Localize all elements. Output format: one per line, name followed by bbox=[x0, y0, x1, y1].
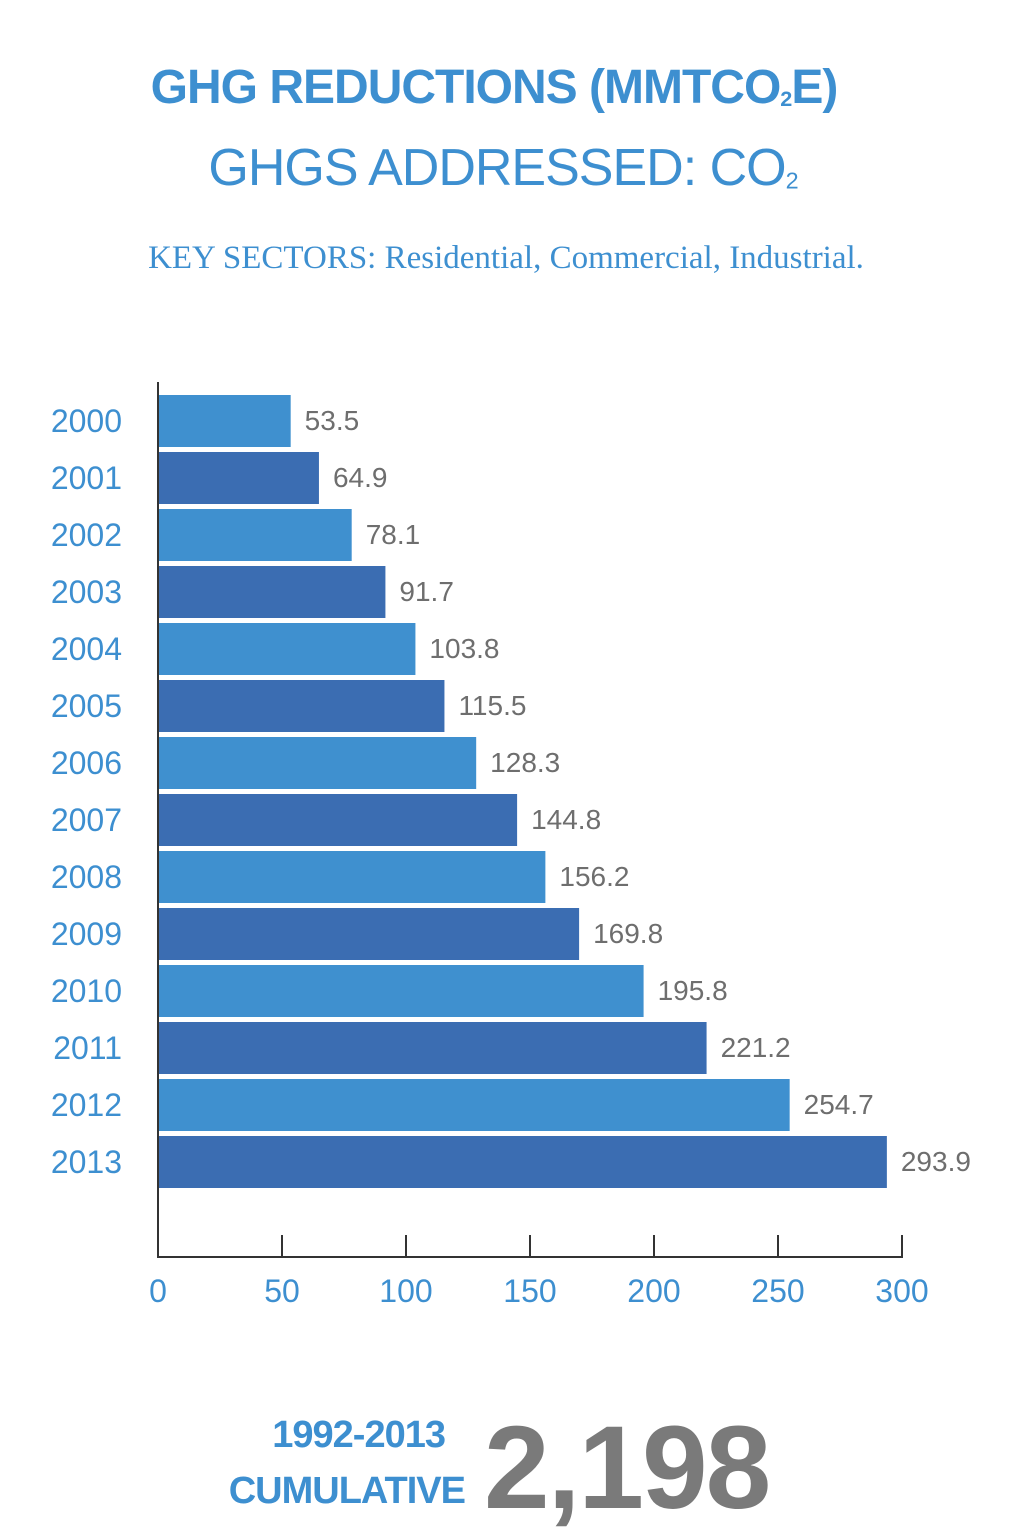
ghgs-addressed: GHGS ADDRESSED: CO2 bbox=[208, 139, 798, 197]
bar-2002 bbox=[158, 509, 352, 561]
value-label-2004: 103.8 bbox=[429, 633, 499, 664]
category-label-2009: 2009 bbox=[51, 916, 122, 952]
bar-2011 bbox=[158, 1022, 707, 1074]
value-label-2003: 91.7 bbox=[399, 576, 454, 607]
x-tick-label-100: 100 bbox=[379, 1273, 432, 1309]
bar-2004 bbox=[158, 623, 416, 675]
category-label-2010: 2010 bbox=[51, 973, 122, 1009]
bar-2009 bbox=[158, 908, 580, 960]
cumulative-value: 2,198 bbox=[484, 1402, 771, 1534]
chart-title: GHG REDUCTIONS (MMTCO2E) bbox=[150, 61, 839, 114]
key-sectors: KEY SECTORS: Residential, Commercial, In… bbox=[148, 240, 864, 276]
category-label-2004: 2004 bbox=[51, 631, 122, 667]
category-label-2013: 2013 bbox=[51, 1144, 122, 1180]
value-label-2006: 128.3 bbox=[490, 747, 560, 778]
value-label-2010: 195.8 bbox=[658, 975, 728, 1006]
category-label-2012: 2012 bbox=[51, 1087, 122, 1123]
bar-2003 bbox=[158, 566, 386, 618]
cumulative-period: 1992-2013 bbox=[272, 1414, 446, 1456]
value-label-2012: 254.7 bbox=[804, 1089, 874, 1120]
bar-2006 bbox=[158, 737, 477, 789]
value-label-2005: 115.5 bbox=[458, 690, 526, 721]
category-label-2001: 2001 bbox=[51, 460, 122, 496]
bar-2007 bbox=[158, 794, 518, 846]
value-label-2007: 144.8 bbox=[531, 804, 601, 835]
x-tick-label-150: 150 bbox=[503, 1273, 556, 1309]
category-label-2007: 2007 bbox=[51, 802, 122, 838]
cumulative-label: CUMULATIVE bbox=[228, 1470, 466, 1512]
value-label-2002: 78.1 bbox=[366, 519, 421, 550]
value-label-2000: 53.5 bbox=[305, 405, 360, 436]
bar-2013 bbox=[158, 1136, 887, 1188]
x-tick-label-50: 50 bbox=[264, 1273, 300, 1309]
category-label-2005: 2005 bbox=[51, 688, 122, 724]
category-label-2006: 2006 bbox=[51, 745, 122, 781]
category-label-2002: 2002 bbox=[51, 517, 122, 553]
x-tick-label-250: 250 bbox=[751, 1273, 804, 1309]
bar-2005 bbox=[158, 680, 445, 732]
bar-2008 bbox=[158, 851, 546, 903]
bar-2001 bbox=[158, 452, 319, 504]
category-label-2011: 2011 bbox=[53, 1030, 122, 1066]
bar-2010 bbox=[158, 965, 644, 1017]
bar-2000 bbox=[158, 395, 291, 447]
x-tick-label-0: 0 bbox=[149, 1273, 167, 1309]
value-label-2011: 221.2 bbox=[721, 1032, 791, 1063]
category-label-2008: 2008 bbox=[51, 859, 122, 895]
bar-2012 bbox=[158, 1079, 790, 1131]
x-tick-label-200: 200 bbox=[627, 1273, 680, 1309]
value-label-2009: 169.8 bbox=[593, 918, 663, 949]
category-label-2003: 2003 bbox=[51, 574, 122, 610]
x-tick-label-300: 300 bbox=[875, 1273, 928, 1309]
value-label-2001: 64.9 bbox=[333, 462, 388, 493]
value-label-2013: 293.9 bbox=[901, 1146, 971, 1177]
category-label-2000: 2000 bbox=[51, 403, 122, 439]
value-label-2008: 156.2 bbox=[559, 861, 629, 892]
